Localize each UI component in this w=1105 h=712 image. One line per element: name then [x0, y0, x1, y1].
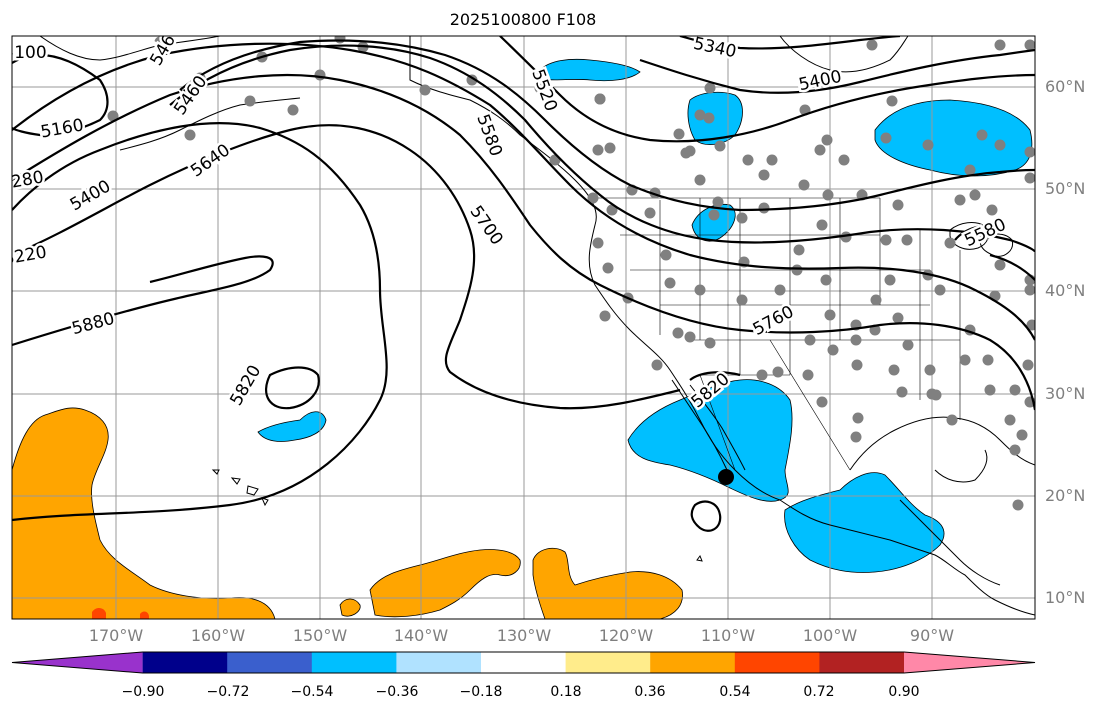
lat-label-20n: 20°N: [1045, 486, 1086, 505]
lat-label-30n: 30°N: [1045, 384, 1086, 403]
svg-text:5100: 5100: [3, 43, 46, 63]
lon-label-150w: 150°W: [292, 626, 348, 645]
colorbar-tick: 0.18: [550, 684, 582, 700]
lon-label-110w: 110°W: [700, 626, 756, 645]
colorbar: [11, 651, 1036, 674]
lon-label-120w: 120°W: [598, 626, 654, 645]
contour-label: 5100: [3, 41, 49, 66]
colorbar-outline: [11, 651, 1036, 674]
colorbar-segment: [819, 652, 905, 673]
colorbar-segment: [396, 652, 482, 673]
lon-label-130w: 130°W: [496, 626, 552, 645]
colorbar-tick: 0.72: [803, 684, 835, 700]
colorbar-tick: −0.90: [121, 684, 165, 700]
station-markers: [107, 36, 1035, 511]
colorbar-segment: [142, 652, 228, 673]
positive-anomaly-fill: [12, 407, 683, 619]
colorbar-tick: 0.54: [719, 684, 751, 700]
colorbar-tick: 0.36: [634, 684, 666, 700]
lon-label-100w: 100°W: [802, 626, 858, 645]
colorbar-segment: [734, 652, 820, 673]
lat-label-10n: 10°N: [1045, 588, 1086, 607]
colorbar-segment: [904, 652, 1035, 673]
colorbar-segment: [12, 652, 143, 673]
colorbar-segment: [650, 652, 736, 673]
lat-label-60n: 60°N: [1045, 77, 1086, 96]
lon-label-160w: 160°W: [190, 626, 246, 645]
height-contours: [12, 36, 1035, 532]
colorbar-tick: −0.18: [459, 684, 503, 700]
lat-label-40n: 40°N: [1045, 281, 1086, 300]
lon-label-140w: 140°W: [393, 626, 449, 645]
negative-anomaly-fill: [257, 58, 1033, 573]
map-title: 2025100800 F108: [449, 10, 597, 29]
strong-positive-fill: [92, 607, 149, 619]
colorbar-segment: [227, 652, 313, 673]
colorbar-segment: [565, 652, 651, 673]
state-borders: [598, 197, 961, 471]
colorbar-segment: [311, 652, 397, 673]
colorbar-segment: [481, 652, 567, 673]
lon-label-90w: 90°W: [909, 626, 955, 645]
colorbar-tick: −0.54: [290, 684, 334, 700]
map-frame: [11, 35, 1036, 620]
lon-label-170w: 170°W: [88, 626, 144, 645]
colorbar-tick: 0.90: [888, 684, 920, 700]
lat-label-50n: 50°N: [1045, 179, 1086, 198]
storm-center-marker: [718, 469, 734, 485]
colorbar-tick: −0.36: [375, 684, 419, 700]
colorbar-tick: −0.72: [206, 684, 250, 700]
